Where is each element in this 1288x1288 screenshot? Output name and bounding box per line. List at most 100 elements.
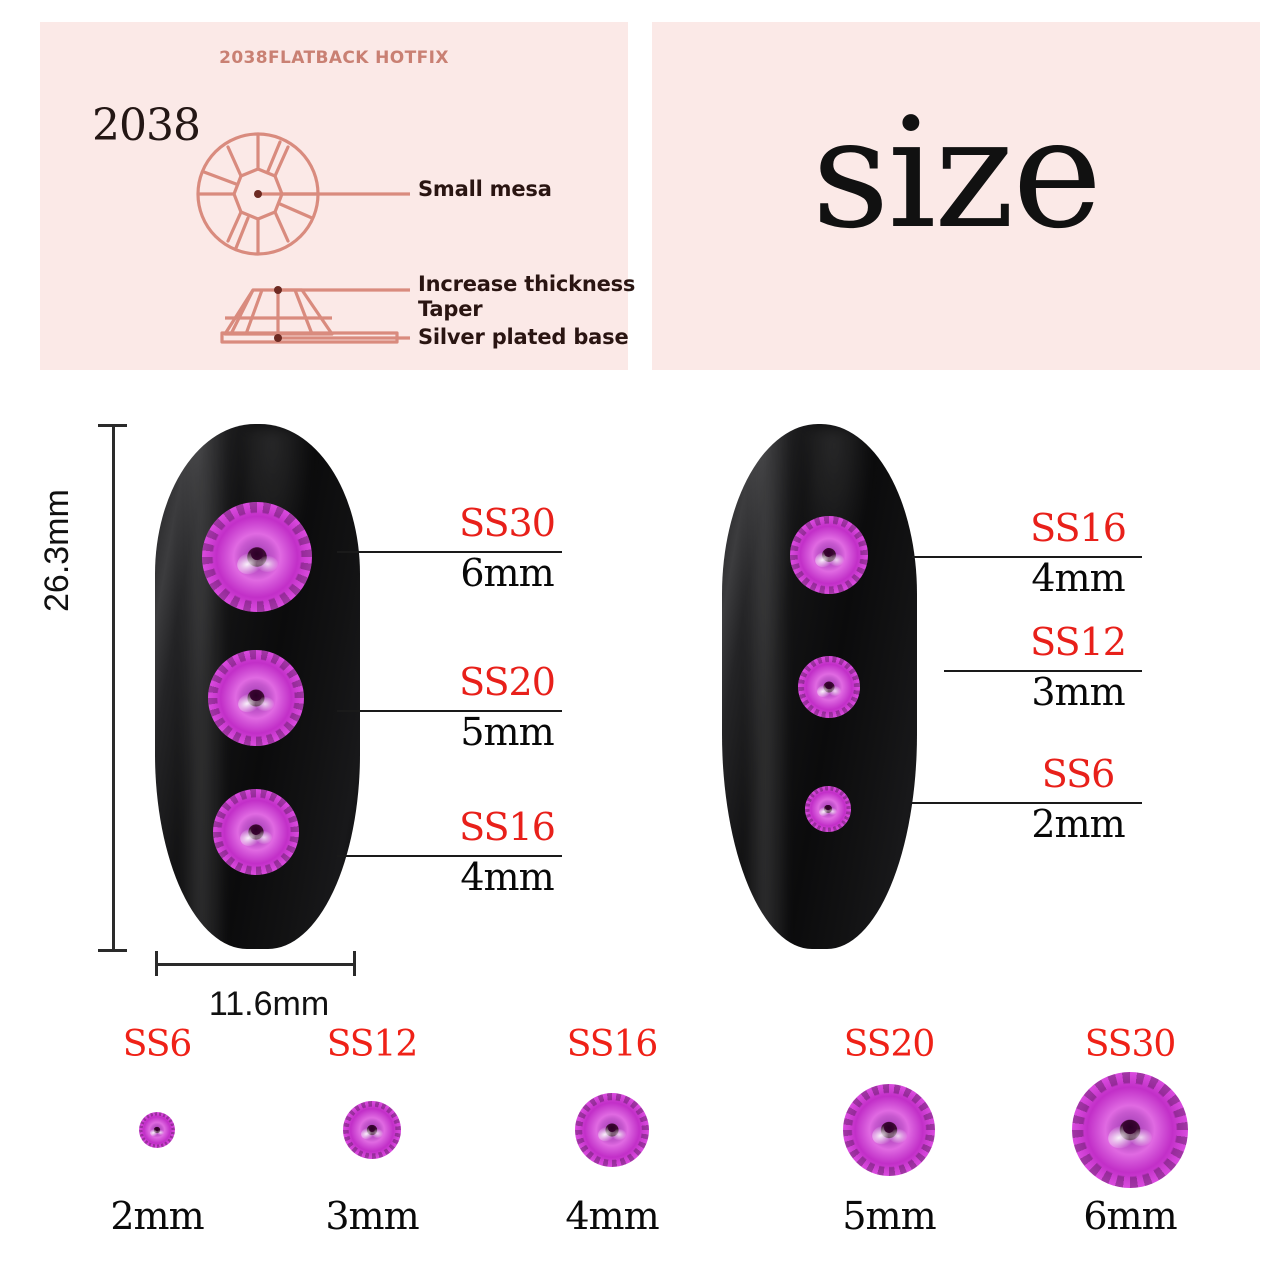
- stone-culet: [824, 548, 834, 558]
- panel-heading: 2038FLATBACK HOTFIX: [219, 48, 449, 68]
- leader-dot-thickness: [274, 286, 282, 294]
- label-6mm: 6mm: [460, 551, 554, 595]
- stone-dome: [228, 804, 283, 859]
- stone-ss16-on-nail: [790, 516, 868, 594]
- legend-stone-wrap: [512, 1065, 712, 1195]
- stone-dome: [804, 530, 854, 580]
- legend-stone-ss12: [343, 1101, 401, 1159]
- label-4mm-left: 4mm: [460, 855, 554, 899]
- leader-line-ss6: [912, 802, 1142, 804]
- annotation-increase-thickness: Increase thickness: [418, 272, 636, 296]
- size-title-panel: size: [652, 22, 1260, 370]
- dimension-line-width: [155, 963, 355, 966]
- leader-line-ss30: [337, 551, 562, 553]
- stone-dome: [222, 522, 292, 592]
- legend-mm-label: 6mm: [1083, 1194, 1177, 1238]
- stone-sheen-right: [156, 1129, 164, 1136]
- stone-dome: [353, 1111, 390, 1148]
- label-3mm: 3mm: [1031, 670, 1125, 714]
- stone-culet: [825, 805, 831, 811]
- leader-dot-base: [274, 334, 282, 342]
- legend-stone-wrap: [57, 1065, 257, 1195]
- product-code-label: 2038: [92, 100, 201, 151]
- legend-item-ss12: SS12 3mm: [272, 1024, 472, 1238]
- stone-ss30-on-nail: [202, 502, 312, 612]
- leader-line-ss12: [944, 670, 1142, 672]
- leader-line-ss16-left: [337, 855, 562, 857]
- stone-sheen-right: [371, 1129, 384, 1139]
- legend-item-ss20: SS20 5mm: [789, 1024, 989, 1238]
- annotation-taper: Taper: [418, 297, 483, 321]
- stone-sheen-right: [1129, 1128, 1153, 1147]
- legend-mm-label: 5mm: [842, 1194, 936, 1238]
- legend-stone-wrap: [272, 1065, 472, 1195]
- legend-ss-label: SS16: [566, 1024, 659, 1065]
- stone-ss6-on-nail: [805, 786, 851, 832]
- label-ss30: SS30: [459, 501, 556, 545]
- stone-culet: [607, 1123, 617, 1133]
- legend-item-ss16: SS16 4mm: [512, 1024, 712, 1238]
- legend-item-ss6: SS6 2mm: [57, 1024, 257, 1238]
- legend-stone-ss16: [575, 1093, 649, 1167]
- stone-sheen-right: [255, 696, 275, 712]
- legend-mm-label: 4mm: [565, 1194, 659, 1238]
- legend-mm-label: 3mm: [325, 1194, 419, 1238]
- legend-mm-label: 2mm: [110, 1194, 204, 1238]
- stone-ss20-on-nail: [208, 650, 304, 746]
- stone-dome: [809, 667, 849, 707]
- stone-culet: [250, 689, 262, 702]
- label-ss6: SS6: [1041, 752, 1116, 796]
- stone-culet: [368, 1125, 376, 1132]
- legend-stone-ss20: [843, 1084, 935, 1176]
- nail-left: [155, 424, 360, 949]
- stone-culet: [825, 681, 833, 689]
- label-ss16-left: SS16: [459, 805, 556, 849]
- stone-culet: [251, 824, 261, 835]
- dimension-line-height: [112, 424, 115, 951]
- label-ss12: SS12: [1030, 620, 1127, 664]
- stone-culet: [154, 1126, 160, 1132]
- stone-sheen-right: [255, 830, 273, 845]
- annotation-small-mesa: Small mesa: [418, 177, 552, 201]
- flatback-diagram-svg: [196, 132, 410, 344]
- dimension-cap-bottom: [98, 949, 127, 952]
- legend-item-ss30: SS30 6mm: [1030, 1025, 1230, 1237]
- flatback-diagram-panel: 2038FLATBACK HOTFIX 2038: [40, 22, 635, 370]
- dimension-cap-top: [98, 424, 127, 427]
- legend-stone-ss6: [139, 1112, 175, 1148]
- nail-right: [722, 424, 917, 949]
- stone-sheen-right: [611, 1129, 627, 1141]
- stone-ss12-on-nail: [798, 656, 860, 718]
- legend-ss-label: SS6: [122, 1024, 193, 1065]
- stone-sheen-right: [256, 555, 279, 573]
- stone-dome: [225, 667, 286, 728]
- stone-culet: [250, 547, 264, 561]
- stone-ss16-on-nail: [213, 789, 299, 875]
- leader-line-ss16-right: [912, 556, 1142, 558]
- label-4mm-right: 4mm: [1031, 556, 1125, 600]
- stone-dome: [1093, 1093, 1167, 1167]
- stone-sheen-right: [888, 1128, 907, 1143]
- legend-stone-wrap: [789, 1065, 989, 1195]
- label-5mm: 5mm: [460, 710, 554, 754]
- stone-dome: [860, 1101, 919, 1160]
- stone-sheen-right: [828, 553, 844, 566]
- label-2mm: 2mm: [1031, 802, 1125, 846]
- size-title: size: [811, 85, 1103, 262]
- stone-dome: [145, 1118, 168, 1141]
- legend-ss-label: SS12: [326, 1024, 419, 1065]
- legend-stone-wrap: [1030, 1065, 1230, 1195]
- leader-dot-mesa: [254, 190, 262, 198]
- stone-culet: [1123, 1120, 1137, 1134]
- dimension-cap-right: [353, 951, 356, 976]
- stone-sheen-right: [827, 808, 837, 816]
- dimension-height-label: 26.3mm: [38, 489, 76, 612]
- legend-ss-label: SS30: [1084, 1024, 1177, 1065]
- label-ss16-right: SS16: [1030, 506, 1127, 550]
- dimension-cap-left: [155, 951, 158, 976]
- label-ss20: SS20: [459, 660, 556, 704]
- dimension-width-label: 11.6mm: [208, 985, 330, 1023]
- annotation-silver-plated-base: Silver plated base: [418, 325, 629, 349]
- stone-dome: [813, 794, 842, 823]
- legend-ss-label: SS20: [843, 1024, 936, 1065]
